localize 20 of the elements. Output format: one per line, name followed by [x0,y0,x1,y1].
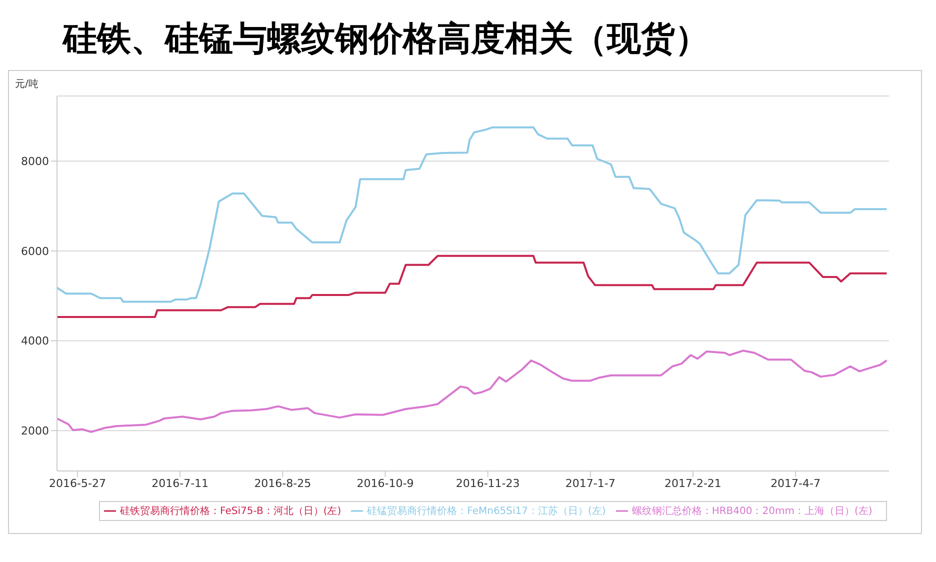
line-series [57,350,888,433]
x-tick-label: 2017-4-7 [770,476,821,490]
y-tick-label: 4000 [21,334,49,348]
x-tick-label: 2017-2-21 [664,476,722,490]
x-tick-label: 2016-7-11 [152,476,209,490]
line-series [57,254,888,318]
y-tick-label: 6000 [21,244,49,258]
legend-label: 硅铁贸易商行情价格：FeSi75-B：河北（日）(左) [120,506,342,517]
line-series [57,126,888,303]
chart-title: 硅铁、硅锰与螺纹钢价格高度相关（现货） [61,18,710,61]
legend-label: 硅锰贸易商行情价格：FeMn65Si17：江苏（日）(左) [367,506,606,517]
y-tick-label: 8000 [21,155,49,168]
y-tick-label: 2000 [21,424,49,438]
x-tick-label: 2016-5-27 [49,476,106,490]
x-tick-label: 2016-8-25 [254,476,312,490]
y-axis-title: 元/吨 [15,78,38,91]
x-tick-label: 2016-11-23 [456,476,520,490]
legend-label: 螺纹钢汇总价格：HRB400：20mm：上海（日）(左) [632,506,872,517]
x-tick-label: 2017-1-7 [565,476,616,490]
x-tick-label: 2016-10-9 [356,476,414,490]
